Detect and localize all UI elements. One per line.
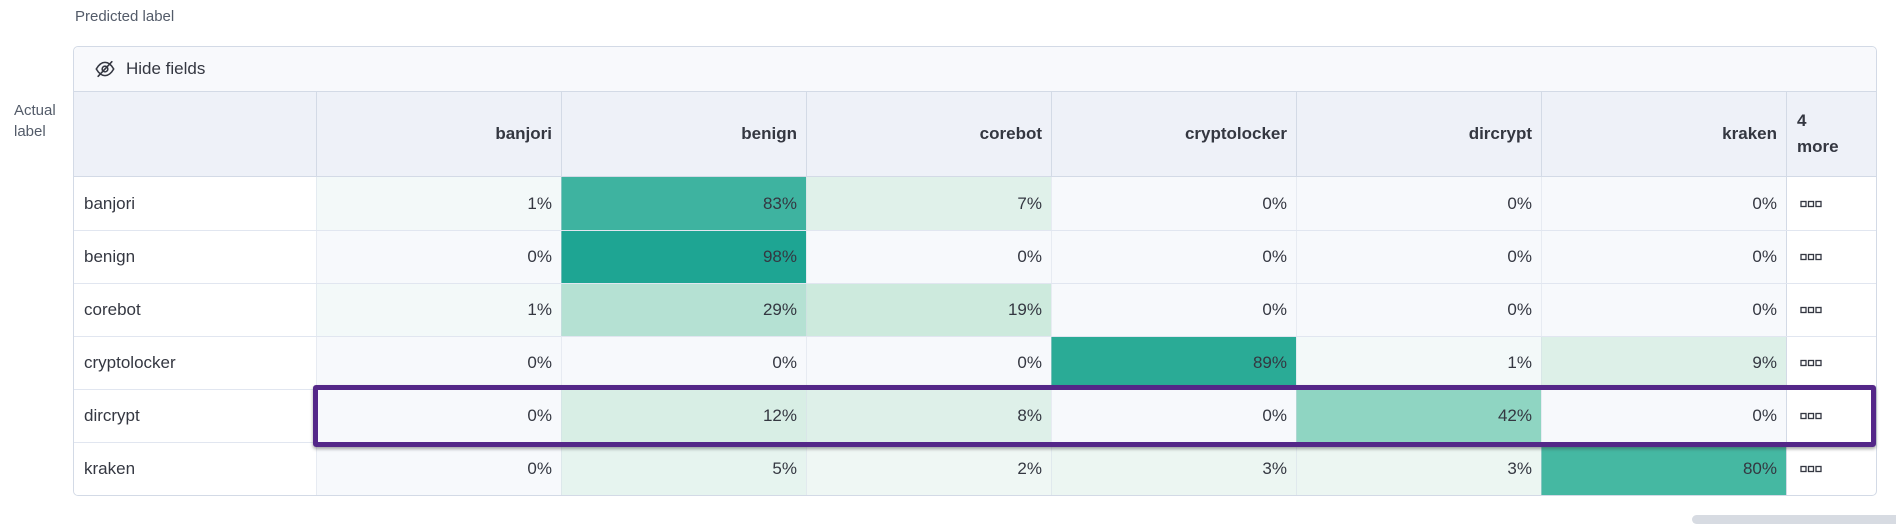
table-row-kraken: kraken 0% 5% 2% 3% 3% 80% xyxy=(74,442,1876,495)
row-actions-button[interactable] xyxy=(1786,443,1874,495)
row-label-banjori[interactable]: banjori xyxy=(74,177,316,230)
matrix-cell[interactable]: 0% xyxy=(1296,284,1541,336)
column-header-more[interactable]: 4 more xyxy=(1786,92,1874,176)
matrix-cell[interactable]: 0% xyxy=(806,337,1051,389)
matrix-cell[interactable]: 3% xyxy=(1296,443,1541,495)
matrix-cell[interactable]: 1% xyxy=(316,177,561,230)
matrix-cell[interactable]: 19% xyxy=(806,284,1051,336)
matrix-cell[interactable]: 9% xyxy=(1541,337,1786,389)
row-label-cryptolocker[interactable]: cryptolocker xyxy=(74,337,316,389)
matrix-cell[interactable]: 0% xyxy=(1541,390,1786,442)
column-header-dircrypt[interactable]: dircrypt xyxy=(1296,92,1541,176)
matrix-cell[interactable]: 29% xyxy=(561,284,806,336)
hide-fields-label: Hide fields xyxy=(126,59,206,78)
row-label-kraken[interactable]: kraken xyxy=(74,443,316,495)
boxes-horizontal-icon xyxy=(1800,200,1822,208)
table-row-cryptolocker: cryptolocker 0% 0% 0% 89% 1% 9% xyxy=(74,336,1876,389)
more-columns-label: 4 more xyxy=(1797,111,1839,156)
matrix-cell[interactable]: 0% xyxy=(316,443,561,495)
matrix-cell[interactable]: 1% xyxy=(1296,337,1541,389)
matrix-rows: banjori 1% 83% 7% 0% 0% 0% benign 0% xyxy=(74,177,1876,495)
matrix-cell[interactable]: 0% xyxy=(316,337,561,389)
row-actions-button[interactable] xyxy=(1786,390,1874,442)
column-header-banjori[interactable]: banjori xyxy=(316,92,561,176)
matrix-cell[interactable]: 12% xyxy=(561,390,806,442)
boxes-horizontal-icon xyxy=(1800,306,1822,314)
matrix-cell[interactable]: 80% xyxy=(1541,443,1786,495)
matrix-cell[interactable]: 0% xyxy=(1296,231,1541,283)
column-header-corebot[interactable]: corebot xyxy=(806,92,1051,176)
column-header-kraken[interactable]: kraken xyxy=(1541,92,1786,176)
matrix-cell[interactable]: 0% xyxy=(1541,177,1786,230)
horizontal-scrollbar-thumb[interactable] xyxy=(1692,515,1896,524)
matrix-cell[interactable]: 8% xyxy=(806,390,1051,442)
table-row-dircrypt: dircrypt 0% 12% 8% 0% 42% 0% xyxy=(74,389,1876,442)
matrix-cell[interactable]: 5% xyxy=(561,443,806,495)
table-row-benign: benign 0% 98% 0% 0% 0% 0% xyxy=(74,230,1876,283)
matrix-cell[interactable]: 89% xyxy=(1051,337,1296,389)
matrix-cell[interactable]: 0% xyxy=(1541,284,1786,336)
boxes-horizontal-icon xyxy=(1800,412,1822,420)
actual-axis-label: Actual label xyxy=(14,102,56,140)
matrix-cell[interactable]: 7% xyxy=(806,177,1051,230)
eye-closed-icon xyxy=(94,58,116,80)
matrix-cell[interactable]: 0% xyxy=(1051,390,1296,442)
confusion-matrix-grid: Hide fields banjori benign corebot crypt… xyxy=(73,46,1877,496)
matrix-cell[interactable]: 0% xyxy=(1051,177,1296,230)
header-corner-cell xyxy=(74,92,316,176)
matrix-cell[interactable]: 0% xyxy=(316,231,561,283)
predicted-axis-label: Predicted label xyxy=(75,8,175,25)
matrix-cell[interactable]: 98% xyxy=(561,231,806,283)
table-row-banjori: banjori 1% 83% 7% 0% 0% 0% xyxy=(74,177,1876,230)
matrix-cell[interactable]: 0% xyxy=(1051,231,1296,283)
boxes-horizontal-icon xyxy=(1800,465,1822,473)
row-label-corebot[interactable]: corebot xyxy=(74,284,316,336)
matrix-cell[interactable]: 0% xyxy=(1051,284,1296,336)
header-row: banjori benign corebot cryptolocker dirc… xyxy=(74,92,1876,177)
matrix-cell[interactable]: 3% xyxy=(1051,443,1296,495)
column-header-cryptolocker[interactable]: cryptolocker xyxy=(1051,92,1296,176)
boxes-horizontal-icon xyxy=(1800,253,1822,261)
row-actions-button[interactable] xyxy=(1786,337,1874,389)
row-actions-button[interactable] xyxy=(1786,177,1874,230)
row-actions-button[interactable] xyxy=(1786,284,1874,336)
column-header-benign[interactable]: benign xyxy=(561,92,806,176)
boxes-horizontal-icon xyxy=(1800,359,1822,367)
matrix-cell[interactable]: 0% xyxy=(316,390,561,442)
row-label-benign[interactable]: benign xyxy=(74,231,316,283)
hide-fields-button[interactable]: Hide fields xyxy=(74,47,1876,92)
table-row-corebot: corebot 1% 29% 19% 0% 0% 0% xyxy=(74,283,1876,336)
matrix-cell[interactable]: 2% xyxy=(806,443,1051,495)
row-actions-button[interactable] xyxy=(1786,231,1874,283)
matrix-cell[interactable]: 0% xyxy=(1296,177,1541,230)
matrix-cell[interactable]: 0% xyxy=(561,337,806,389)
matrix-cell[interactable]: 42% xyxy=(1296,390,1541,442)
matrix-cell[interactable]: 83% xyxy=(561,177,806,230)
matrix-cell[interactable]: 0% xyxy=(1541,231,1786,283)
matrix-cell[interactable]: 0% xyxy=(806,231,1051,283)
matrix-cell[interactable]: 1% xyxy=(316,284,561,336)
row-label-dircrypt[interactable]: dircrypt xyxy=(74,390,316,442)
